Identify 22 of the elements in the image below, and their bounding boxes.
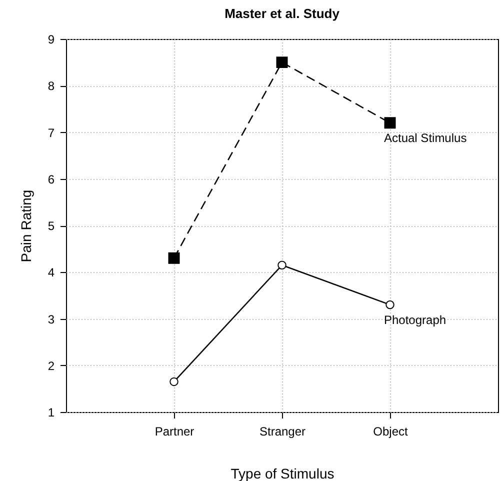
- y-tick-label: 1: [48, 406, 55, 420]
- point: [170, 377, 178, 386]
- point: [386, 300, 394, 310]
- x-tick-label: Stranger: [259, 424, 306, 438]
- y-tick-label: 9: [48, 32, 55, 46]
- x-tick-label: Object: [373, 424, 409, 438]
- point: [384, 117, 396, 129]
- y-tick-label: 6: [48, 172, 55, 186]
- point: [276, 56, 288, 68]
- y-tick-label: 5: [48, 219, 55, 233]
- y-tick-label: 7: [48, 126, 55, 140]
- y-axis-title: Pain Rating: [18, 190, 34, 262]
- y-tick-label: 4: [48, 266, 55, 280]
- chart-title: Master et al. Study: [224, 6, 340, 21]
- point: [278, 260, 286, 270]
- y-tick-label: 8: [48, 79, 55, 94]
- series-label: Actual Stimulus: [384, 130, 467, 145]
- y-tick-label: 3: [48, 312, 55, 326]
- y-tick-label: 2: [48, 358, 55, 373]
- x-tick-label: Partner: [154, 424, 194, 438]
- point: [168, 252, 180, 264]
- series-label: Photograph: [384, 312, 446, 327]
